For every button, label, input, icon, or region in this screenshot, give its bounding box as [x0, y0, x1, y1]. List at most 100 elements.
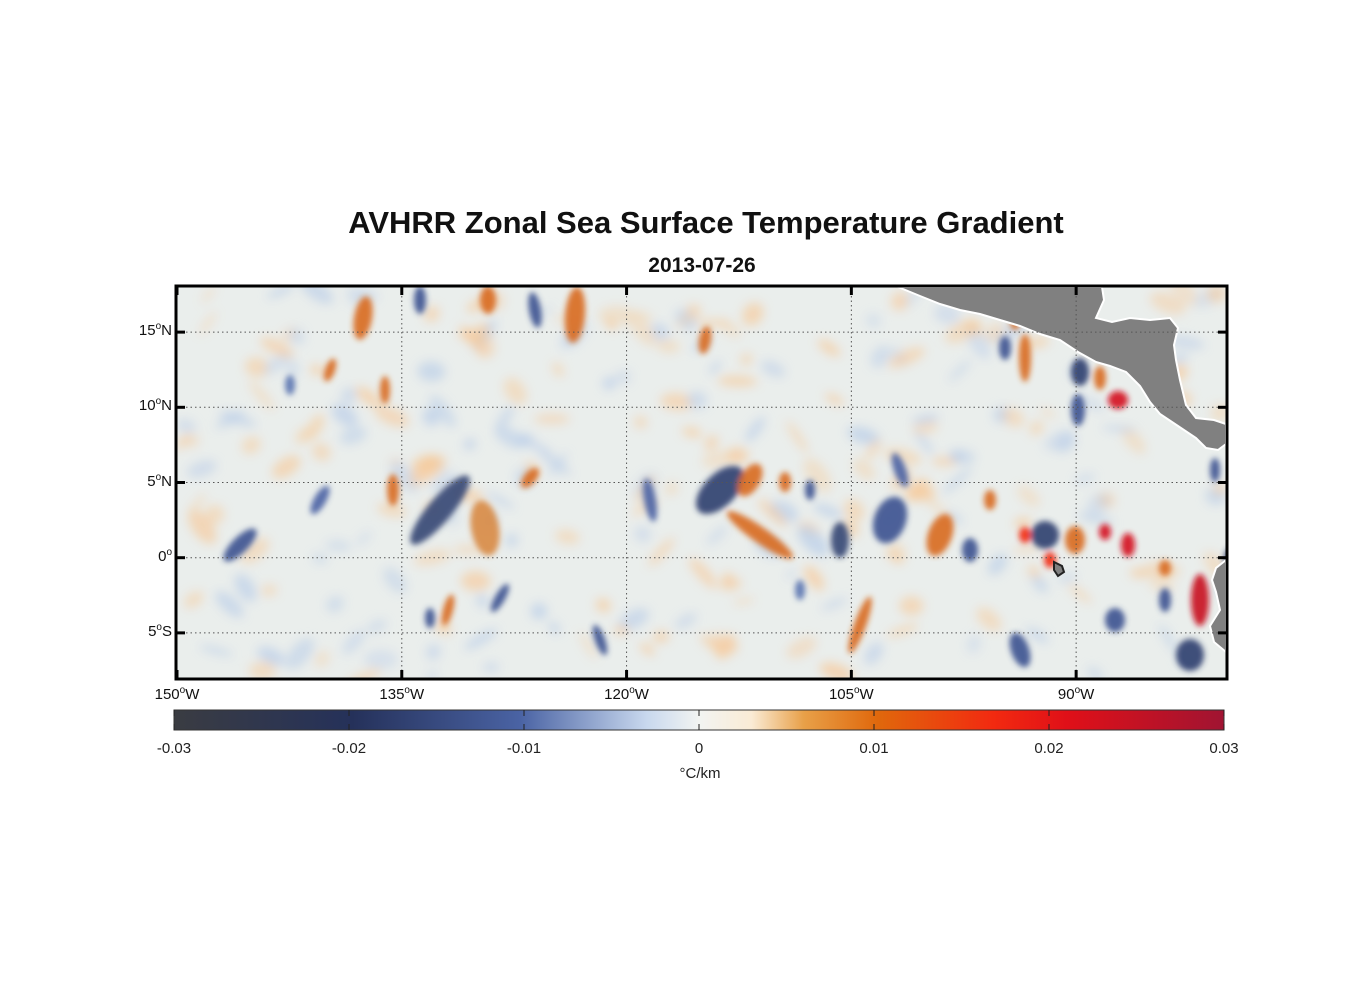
- gradient-anomaly: [414, 287, 426, 314]
- gradient-anomaly: [1027, 565, 1041, 578]
- sst-gradient-field: [177, 287, 1226, 678]
- gradient-anomaly: [870, 345, 891, 368]
- gradient-anomaly: [374, 405, 409, 428]
- gradient-anomaly: [706, 525, 728, 546]
- chart-subtitle: 2013-07-26: [648, 254, 756, 277]
- gradient-anomaly: [805, 480, 815, 500]
- gradient-anomaly: [745, 416, 766, 443]
- gradient-anomaly: [786, 421, 809, 453]
- gradient-anomaly: [1121, 426, 1146, 454]
- gradient-anomaly: [795, 580, 805, 600]
- gradient-anomaly: [364, 649, 398, 670]
- gradient-anomaly: [888, 347, 925, 368]
- gradient-anomaly: [199, 311, 217, 335]
- gradient-anomaly: [417, 361, 446, 382]
- gradient-anomaly: [642, 478, 658, 522]
- lon-tick-label: 120oW: [604, 685, 649, 703]
- gradient-anomaly: [429, 395, 456, 428]
- gradient-anomaly: [682, 426, 702, 438]
- gradient-anomaly: [453, 544, 485, 555]
- gradient-anomaly: [295, 427, 311, 445]
- gradient-anomaly: [865, 439, 882, 460]
- lat-tick-label: 5oS: [148, 621, 172, 640]
- gradient-anomaly: [257, 646, 286, 666]
- gradient-anomaly: [1191, 574, 1209, 626]
- gradient-anomaly: [223, 528, 257, 562]
- gradient-anomaly: [1030, 573, 1048, 593]
- gradient-anomaly: [797, 525, 830, 557]
- gradient-anomaly: [312, 553, 328, 564]
- gradient-anomaly: [627, 313, 657, 347]
- gradient-anomaly: [733, 597, 755, 605]
- gradient-anomaly: [1002, 407, 1024, 428]
- gradient-anomaly: [380, 376, 390, 404]
- gradient-anomaly: [675, 306, 702, 329]
- gradient-anomaly: [1149, 577, 1175, 592]
- gradient-anomaly: [483, 661, 500, 674]
- gradient-anomaly: [505, 533, 519, 548]
- gradient-anomaly: [552, 362, 565, 377]
- gradient-anomaly: [1068, 583, 1092, 604]
- lon-tick-label: 150oW: [154, 685, 200, 703]
- gradient-anomaly: [331, 403, 359, 427]
- gradient-anomaly: [664, 481, 679, 496]
- gradient-anomaly: [1065, 526, 1085, 554]
- gradient-anomaly: [480, 287, 496, 314]
- gradient-anomaly: [1077, 513, 1115, 525]
- gradient-anomaly: [931, 456, 957, 467]
- gradient-anomaly: [272, 455, 301, 479]
- gradient-anomaly: [946, 511, 964, 525]
- gradient-anomaly: [786, 569, 797, 580]
- gradient-anomaly: [742, 302, 764, 326]
- gradient-anomaly: [926, 513, 954, 557]
- gradient-anomaly: [425, 608, 435, 628]
- gradient-anomaly: [188, 493, 207, 514]
- gradient-anomaly: [184, 591, 204, 609]
- gradient-anomaly: [323, 358, 337, 382]
- gradient-anomaly: [326, 595, 344, 613]
- gradient-anomaly: [267, 287, 295, 299]
- gradient-anomaly: [495, 405, 515, 431]
- gradient-anomaly: [701, 450, 737, 469]
- gradient-anomaly: [248, 380, 275, 411]
- colorbar-unit: °C/km: [679, 765, 721, 782]
- gradient-anomaly: [865, 313, 881, 329]
- gradient-anomaly: [786, 637, 817, 659]
- gradient-anomaly: [429, 471, 458, 492]
- gradient-anomaly: [618, 608, 650, 631]
- gradient-anomaly: [889, 541, 907, 561]
- gradient-anomaly: [340, 387, 357, 405]
- gradient-anomaly: [387, 474, 399, 506]
- gradient-anomaly: [219, 410, 257, 428]
- gradient-anomaly: [726, 511, 794, 559]
- gradient-anomaly: [1206, 287, 1226, 303]
- colorbar-tick-label: -0.01: [506, 740, 542, 757]
- gradient-anomaly: [215, 591, 244, 618]
- gradient-anomaly: [435, 620, 452, 635]
- gradient-anomaly: [410, 475, 470, 545]
- gradient-anomaly: [463, 438, 476, 450]
- gradient-anomaly: [847, 426, 880, 445]
- lat-tick-label: 0o: [158, 546, 172, 565]
- gradient-anomaly: [602, 376, 616, 390]
- gradient-anomaly: [1149, 291, 1186, 315]
- gradient-anomaly: [312, 443, 331, 461]
- gradient-anomaly: [634, 525, 652, 543]
- gradient-anomaly: [605, 319, 617, 330]
- gradient-anomaly: [976, 607, 1002, 631]
- gradient-anomaly: [310, 364, 325, 376]
- gradient-anomaly: [652, 630, 670, 643]
- gradient-anomaly: [872, 496, 908, 544]
- gradient-anomaly: [848, 596, 872, 654]
- gradient-anomaly: [1159, 588, 1171, 612]
- gradient-anomaly: [999, 336, 1011, 360]
- gradient-anomaly: [464, 628, 498, 650]
- gradient-anomaly: [1013, 544, 1042, 553]
- gradient-anomaly: [564, 287, 586, 343]
- gradient-anomaly: [821, 597, 848, 611]
- gradient-anomaly: [249, 661, 277, 678]
- gradient-anomaly: [1213, 483, 1226, 495]
- gradient-anomaly: [1019, 334, 1031, 382]
- colorbar-tick-label: -0.02: [331, 740, 367, 757]
